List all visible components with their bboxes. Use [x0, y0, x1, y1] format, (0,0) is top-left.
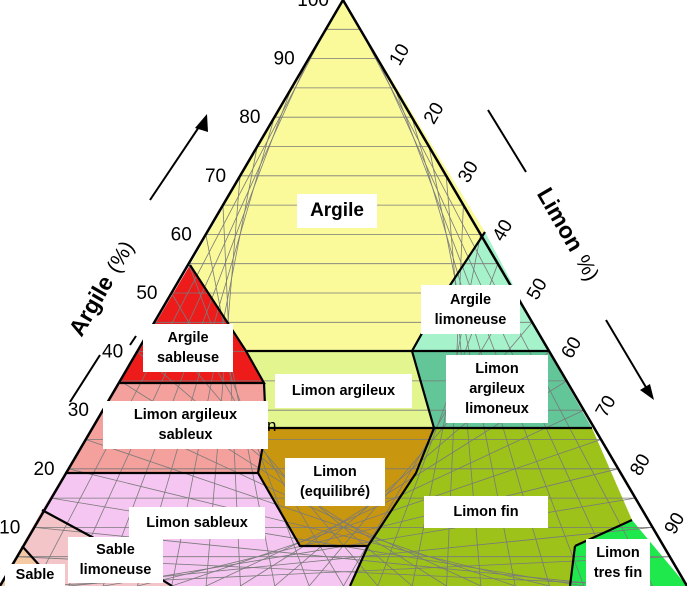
region-borders	[21, 231, 633, 587]
grid-line	[137, 468, 619, 587]
argile-tick-label: 60	[171, 224, 192, 245]
limon-axis-title: Limon%)	[532, 183, 606, 285]
argile-tick-label: 80	[239, 107, 260, 128]
limon-tick-label: 60	[557, 333, 586, 362]
argile-axis-line-lower-2	[69, 354, 101, 403]
label-limon-tres-fin: Limon tres fin	[586, 539, 650, 586]
label-sable-limoneuse: Sable limoneuse	[68, 537, 163, 583]
label-overlap-fragment: n	[267, 416, 277, 435]
grid-line	[171, 439, 602, 587]
limon-tick-label: 30	[454, 158, 483, 187]
label-limon-equilibre: Limon (equilibré)	[285, 458, 385, 506]
grid-line	[68, 527, 653, 587]
argile-tick-label: 10	[0, 517, 20, 538]
grid-line	[68, 468, 550, 587]
argile-tick-label: 50	[136, 283, 157, 304]
argile-tick-label: 20	[33, 459, 54, 480]
limon-tick-label: 50	[523, 275, 552, 304]
label-argile-limoneuse: Argile limoneuse	[421, 285, 520, 334]
limon-tick-label: 40	[489, 216, 518, 245]
limon-tick-label: 90	[661, 509, 687, 538]
limon-tick-label: 10	[385, 40, 414, 69]
label-argile: Argile	[297, 194, 377, 228]
label-sable: Sable	[5, 564, 65, 586]
limon-tick-label: 20	[420, 99, 449, 128]
label-limon-fin: Limon fin	[424, 496, 548, 528]
grid-line	[205, 409, 584, 587]
argile-tick-label: 100	[297, 0, 329, 11]
limon-tick-label: 70	[592, 392, 621, 421]
label-limon-sableux: Limon sableux	[129, 507, 265, 539]
limon-tick-label: 80	[626, 451, 655, 480]
argile-axis-title: Argile(%)	[63, 236, 138, 341]
argile-tick-label: 40	[102, 342, 123, 363]
label-limon-argileux-sableux: Limon argileux sableux	[103, 401, 268, 449]
limon-axis-line-lower	[605, 319, 651, 395]
argile-axis-line	[149, 117, 206, 201]
grid-line	[85, 439, 516, 587]
argile-axis-line-lower	[129, 335, 137, 346]
svg-text:Argile(%): Argile(%)	[63, 236, 138, 341]
limon-arrow-icon	[640, 384, 654, 400]
label-limon-argileux: Limon argileux	[275, 374, 412, 408]
label-limon-argileux-limoneux: Limon argileux limoneux	[446, 355, 548, 423]
label-argile-sableuse: Argile sableuse	[143, 324, 233, 372]
limon-axis-line	[487, 109, 527, 173]
argile-tick-label: 70	[205, 166, 226, 187]
argile-tick-label: 30	[68, 400, 89, 421]
argile-arrow-icon	[195, 114, 208, 132]
argile-tick-label: 90	[274, 49, 295, 70]
argile-ticks: 10 20 30 40 50 60 70 80 90 100	[0, 0, 329, 538]
svg-text:Limon%): Limon%)	[532, 183, 606, 285]
